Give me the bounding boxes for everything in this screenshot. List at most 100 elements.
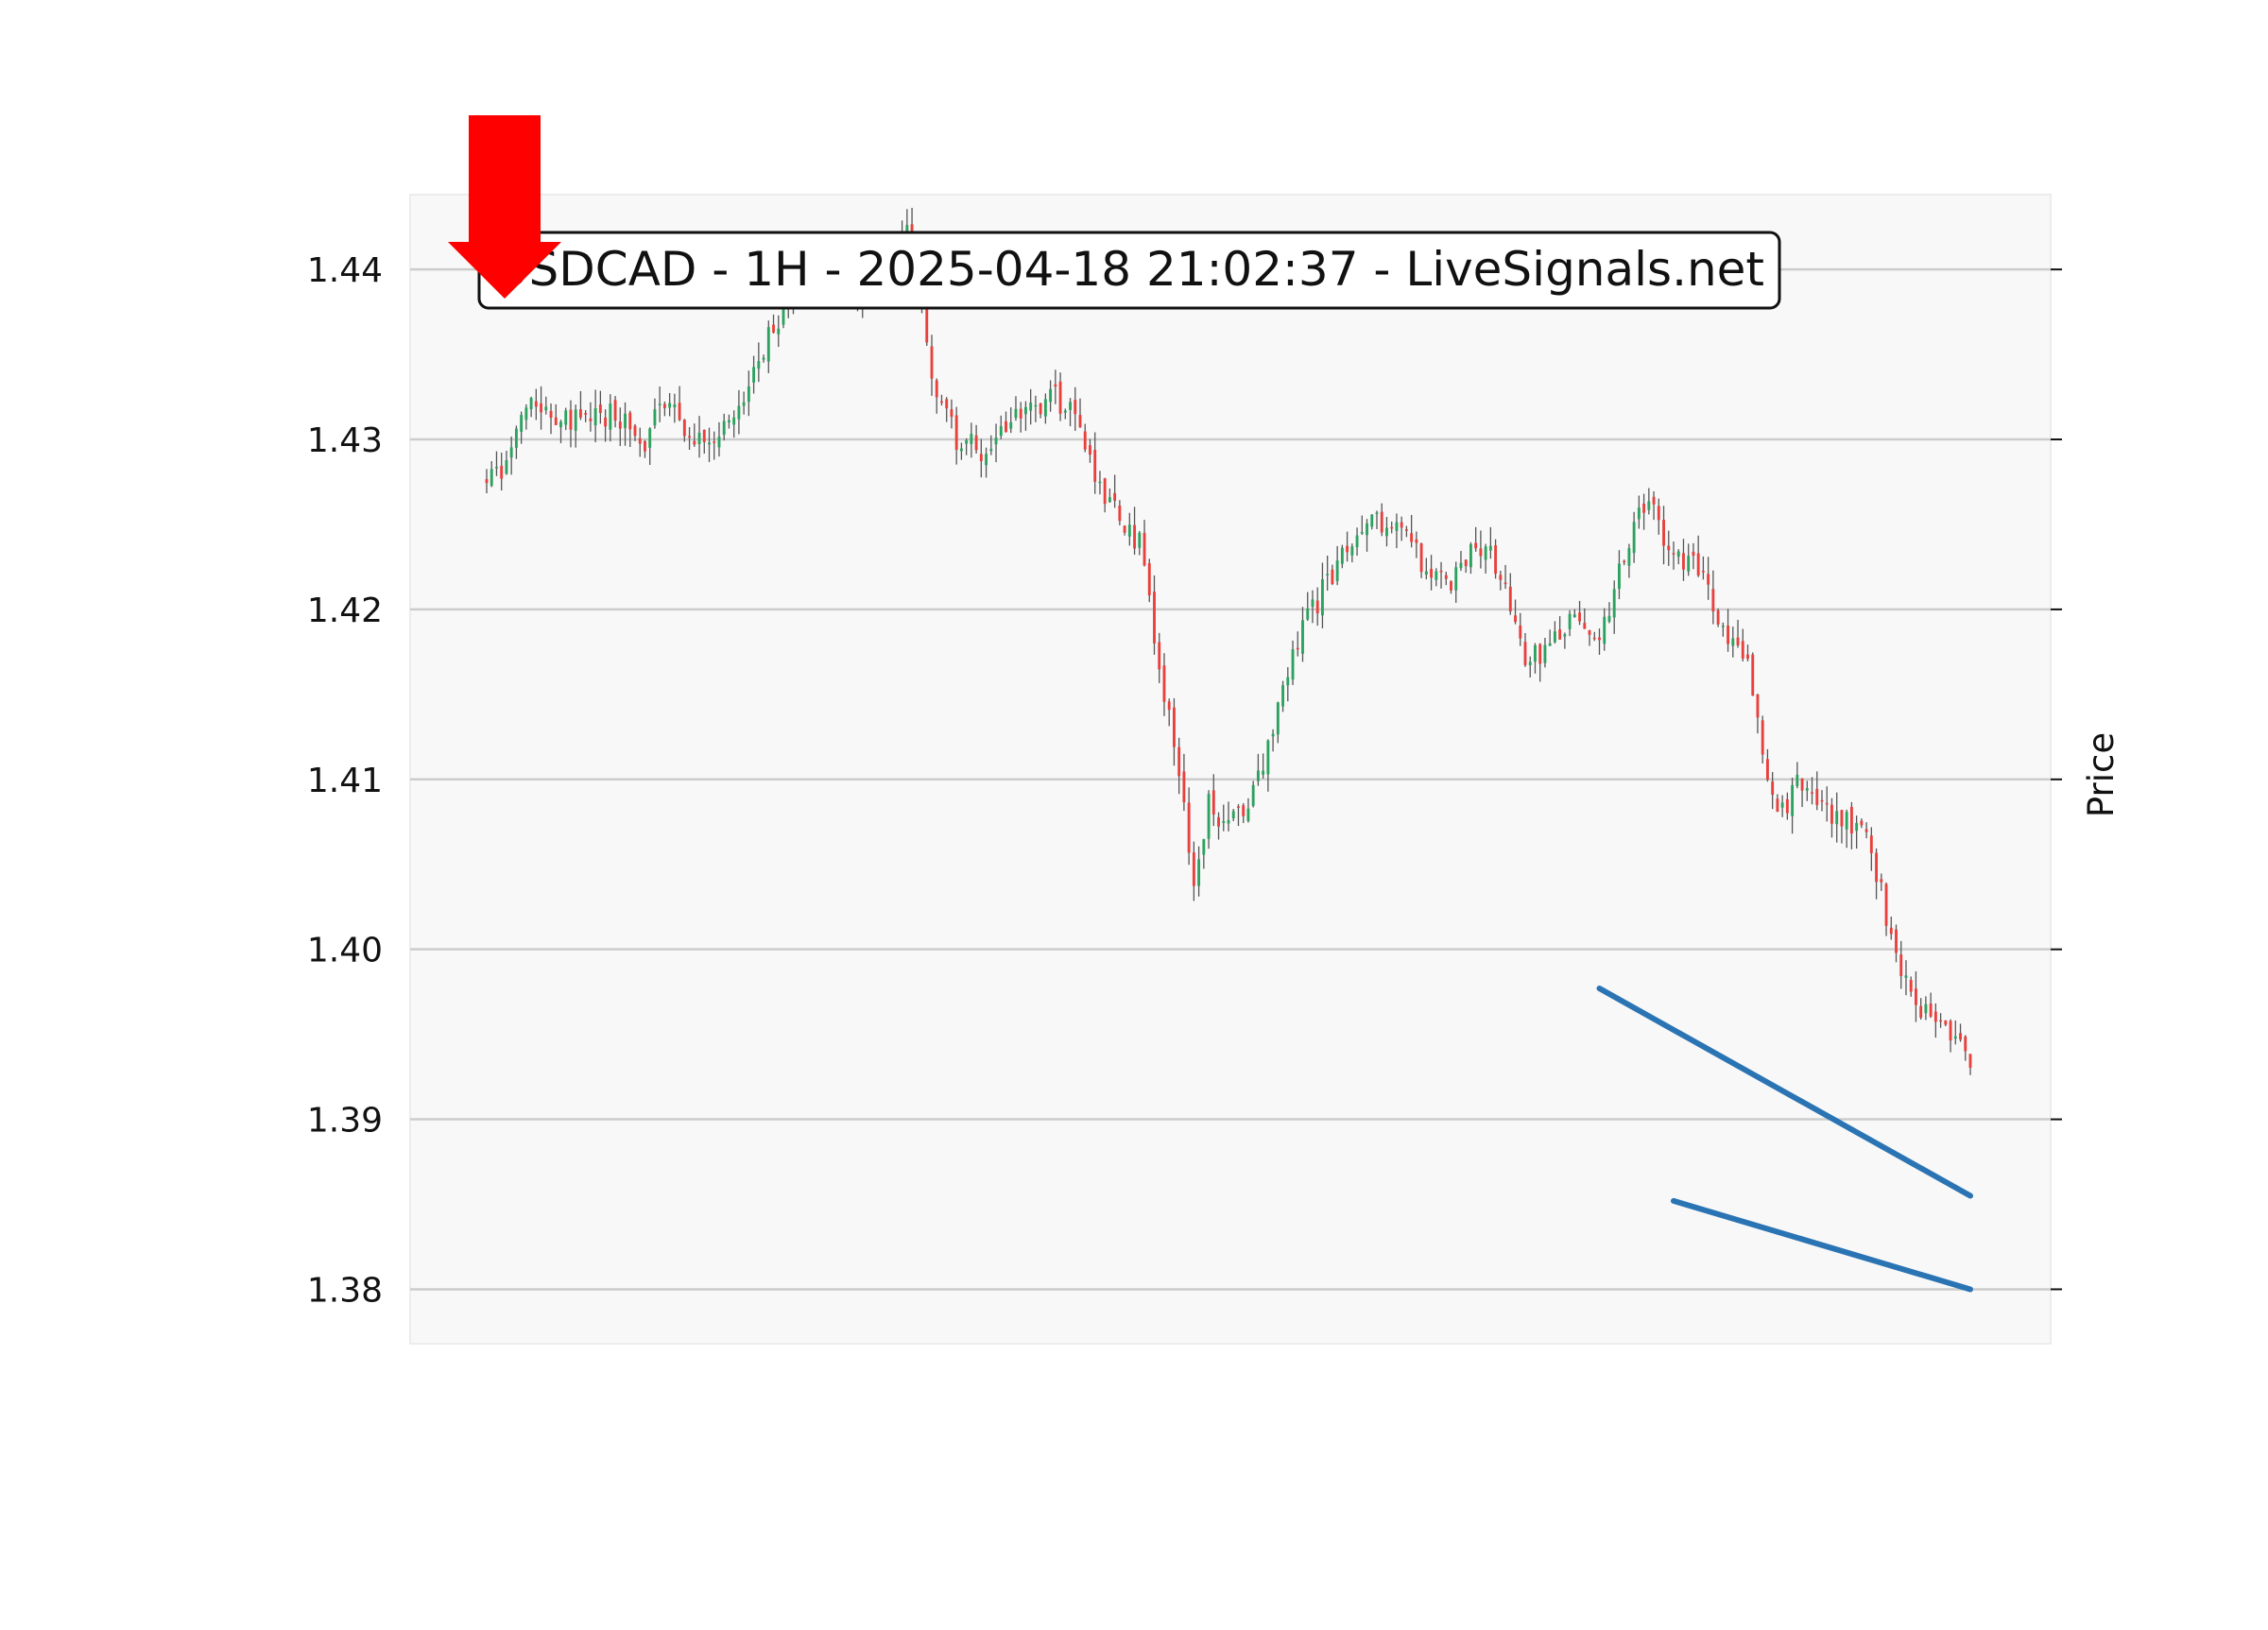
- candle-body-up: [1572, 614, 1576, 618]
- candle: [1256, 753, 1260, 786]
- candle-body-up: [1647, 501, 1651, 510]
- candle: [1172, 698, 1176, 766]
- candle-body-up: [1320, 579, 1324, 616]
- candle-body-up: [697, 432, 701, 445]
- candle-body-up: [1311, 599, 1314, 608]
- candle: [1404, 525, 1408, 538]
- candle: [1682, 539, 1685, 581]
- candle: [1360, 515, 1364, 536]
- candle: [1231, 808, 1235, 822]
- candle: [1953, 1020, 1957, 1045]
- candle-body-down: [1143, 532, 1146, 566]
- candle-body-down: [1588, 629, 1591, 635]
- candle: [1623, 559, 1626, 566]
- candle-body-down: [930, 346, 934, 379]
- candle: [1167, 698, 1171, 727]
- candle-body-up: [985, 454, 988, 466]
- candle: [1054, 369, 1057, 404]
- candle: [1187, 787, 1191, 866]
- candle-body-up: [1108, 497, 1111, 503]
- candle-body-up: [1138, 532, 1142, 548]
- candle: [613, 396, 617, 428]
- candle-body-down: [974, 435, 978, 451]
- candle: [1731, 626, 1735, 658]
- candle: [752, 355, 756, 394]
- candle: [1736, 619, 1740, 648]
- candle-body-up: [1617, 563, 1621, 590]
- candle-body-down: [693, 440, 696, 445]
- candle: [1558, 616, 1562, 641]
- candle-body-up: [1528, 661, 1532, 666]
- candle: [1296, 631, 1299, 657]
- y-tick-label: 1.41: [307, 762, 383, 800]
- candle: [1222, 804, 1226, 832]
- candle: [1276, 701, 1280, 744]
- candle: [604, 409, 608, 442]
- candle-body-down: [1964, 1036, 1967, 1052]
- candle-body-down: [1519, 625, 1522, 639]
- candle: [1074, 386, 1077, 431]
- candle: [989, 435, 993, 455]
- candle: [742, 391, 746, 415]
- candle: [1454, 561, 1458, 603]
- candle: [1796, 762, 1799, 789]
- candle: [1746, 644, 1749, 661]
- candle: [693, 423, 696, 447]
- y-tick-label: 1.39: [307, 1102, 383, 1141]
- candle: [678, 386, 681, 421]
- candle: [1430, 555, 1434, 591]
- candle-body-down: [1089, 445, 1091, 455]
- candle-body-down: [1884, 884, 1888, 926]
- candle: [1281, 680, 1285, 712]
- candle-body-down: [1939, 1020, 1943, 1022]
- candle-body-down: [1657, 506, 1660, 521]
- candle: [1607, 602, 1611, 624]
- candle: [1800, 778, 1804, 808]
- candle-body-down: [604, 417, 608, 427]
- candle-body-up: [658, 403, 662, 405]
- candle-body-up: [1043, 399, 1047, 417]
- candle: [644, 439, 646, 458]
- candle: [1315, 587, 1319, 626]
- candle: [682, 419, 686, 442]
- candle: [935, 378, 938, 414]
- candle: [1266, 739, 1270, 792]
- candle-body-down: [1875, 852, 1879, 883]
- candle: [1410, 514, 1414, 548]
- candle: [1756, 694, 1760, 734]
- candle: [732, 410, 736, 438]
- candle: [945, 397, 949, 422]
- candle: [1855, 815, 1859, 849]
- candle-body-down: [1914, 988, 1917, 1005]
- candle: [1335, 545, 1339, 586]
- candle: [1469, 541, 1472, 575]
- candle: [1592, 631, 1596, 642]
- candle: [1959, 1023, 1962, 1042]
- candle: [1811, 777, 1813, 805]
- candle: [722, 413, 726, 441]
- candle-body-up: [1098, 481, 1102, 484]
- candle: [618, 407, 622, 447]
- candle-body-down: [1959, 1033, 1962, 1040]
- candle-body-down: [1464, 559, 1468, 567]
- candle: [1009, 407, 1013, 434]
- candle-body-down: [1390, 526, 1394, 529]
- candle-body-up: [777, 328, 781, 335]
- candle: [1202, 838, 1206, 869]
- lower-trendline: [1671, 1197, 1973, 1293]
- candle-body-up: [1266, 740, 1270, 775]
- candle-body-up: [1276, 702, 1280, 735]
- candle: [1761, 715, 1764, 764]
- candle: [1860, 818, 1864, 829]
- candle-body-down: [682, 420, 686, 437]
- candle: [1711, 570, 1715, 625]
- y-tick-label: 1.44: [307, 251, 383, 290]
- candle-body-up: [509, 447, 513, 458]
- candle: [1034, 395, 1038, 422]
- candle: [1350, 543, 1354, 563]
- candle: [529, 396, 533, 418]
- trendlines: [1596, 986, 1973, 1293]
- candle-body-up: [593, 407, 597, 426]
- candle: [954, 406, 958, 465]
- candle-body-down: [1153, 592, 1156, 643]
